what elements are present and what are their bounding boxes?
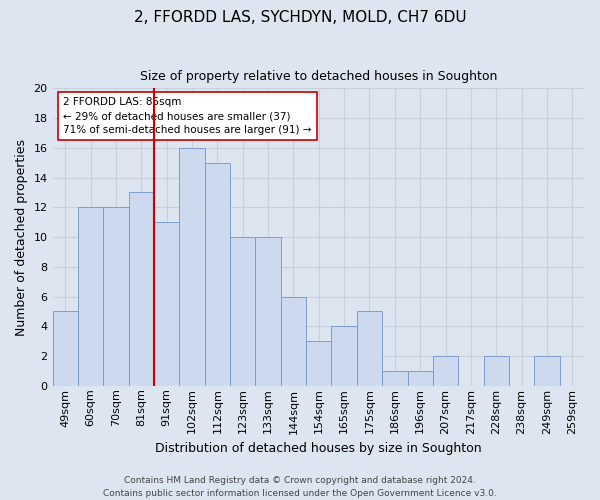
Bar <box>205 162 230 386</box>
Bar <box>103 208 128 386</box>
Bar <box>78 208 103 386</box>
Text: 2 FFORDD LAS: 85sqm
← 29% of detached houses are smaller (37)
71% of semi-detach: 2 FFORDD LAS: 85sqm ← 29% of detached ho… <box>63 98 311 136</box>
Bar <box>256 237 281 386</box>
Bar <box>382 371 407 386</box>
Title: Size of property relative to detached houses in Soughton: Size of property relative to detached ho… <box>140 70 497 83</box>
Bar <box>331 326 357 386</box>
Bar <box>433 356 458 386</box>
Bar <box>128 192 154 386</box>
Bar <box>484 356 509 386</box>
X-axis label: Distribution of detached houses by size in Soughton: Distribution of detached houses by size … <box>155 442 482 455</box>
Bar <box>407 371 433 386</box>
Bar <box>230 237 256 386</box>
Bar <box>281 296 306 386</box>
Bar <box>179 148 205 386</box>
Y-axis label: Number of detached properties: Number of detached properties <box>15 138 28 336</box>
Bar <box>357 312 382 386</box>
Text: Contains HM Land Registry data © Crown copyright and database right 2024.
Contai: Contains HM Land Registry data © Crown c… <box>103 476 497 498</box>
Bar <box>306 341 331 386</box>
Bar <box>53 312 78 386</box>
Bar <box>154 222 179 386</box>
Bar <box>534 356 560 386</box>
Text: 2, FFORDD LAS, SYCHDYN, MOLD, CH7 6DU: 2, FFORDD LAS, SYCHDYN, MOLD, CH7 6DU <box>134 10 466 25</box>
